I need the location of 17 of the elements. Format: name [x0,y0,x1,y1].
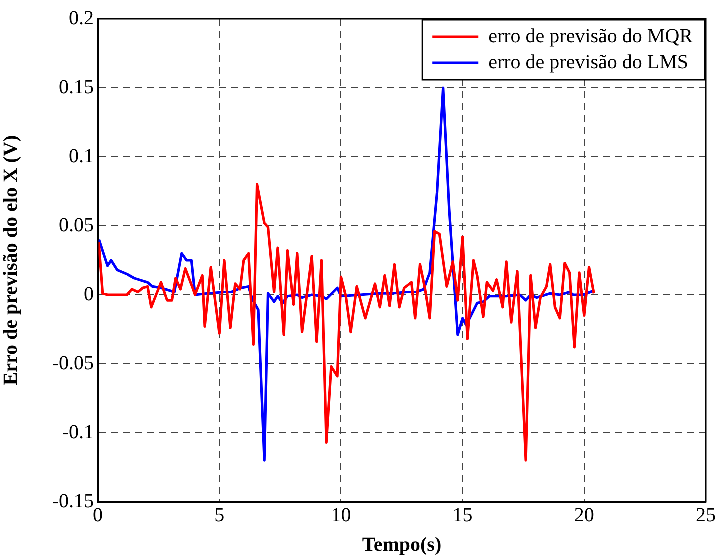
x-tick-label: 20 [574,504,594,526]
x-tick-label: 10 [331,504,352,526]
y-tick-label: -0.05 [52,352,94,374]
legend-label: erro de previsão do MQR [488,25,694,48]
y-tick-label: 0.1 [69,145,94,168]
y-axis-title: Erro de previsão do elo X (V) [0,135,22,386]
x-tick-label: 5 [214,504,225,526]
y-tick-label: 0.2 [69,7,94,30]
x-axis-title: Tempo(s) [362,534,442,556]
y-tick-label: 0 [84,283,94,306]
legend-label: erro de previsão do LMS [488,51,689,74]
y-tick-label: -0.1 [62,421,94,444]
y-tick-label: -0.15 [52,490,94,512]
x-tick-label: 15 [452,504,473,526]
y-tick-label: 0.05 [59,214,94,236]
x-tick-label: 25 [696,504,716,526]
y-tick-label: 0.15 [59,76,94,98]
